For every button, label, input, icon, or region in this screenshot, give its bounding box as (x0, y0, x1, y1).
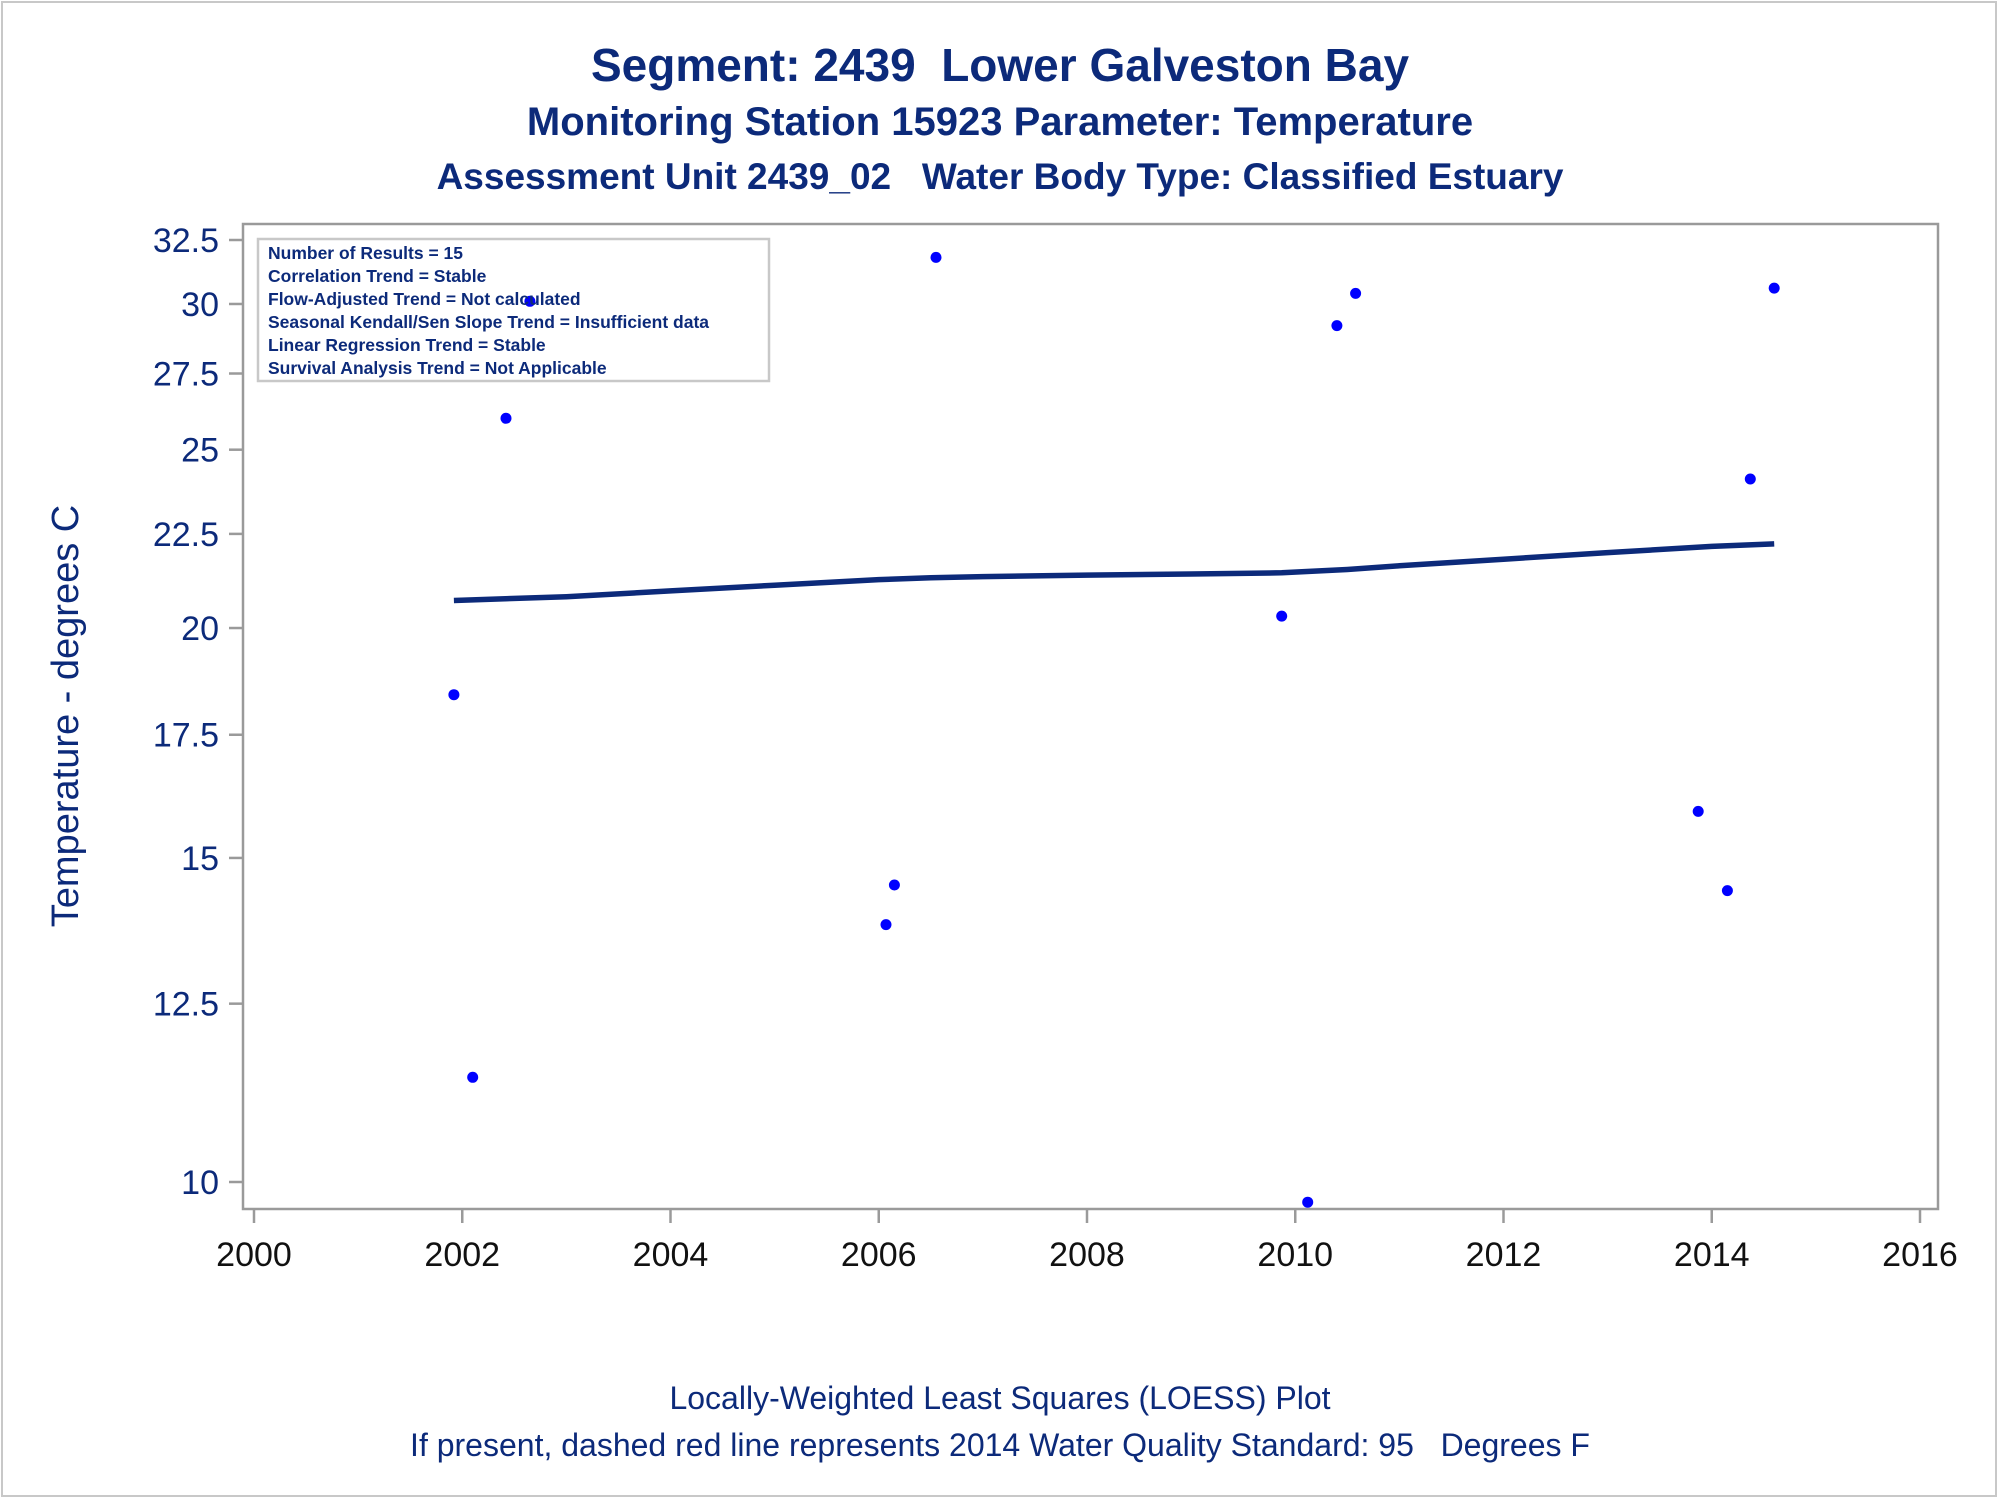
chart-title: Segment: 2439 Lower Galveston Bay (590, 39, 1410, 91)
x-tick-label: 2002 (424, 1236, 500, 1274)
x-tick-label: 2008 (1049, 1236, 1125, 1274)
data-point (467, 1071, 479, 1083)
legend-text: Seasonal Kendall/Sen Slope Trend = Insuf… (268, 312, 709, 332)
data-point (524, 295, 536, 307)
legend-text: Number of Results = 15 (268, 243, 463, 263)
data-point (1721, 885, 1733, 897)
data-point (1768, 282, 1780, 294)
data-point (930, 251, 942, 263)
legend-border (256, 237, 771, 383)
x-tick-label: 2014 (1674, 1236, 1750, 1274)
chart-subtitle-2: Assessment Unit 2439_02 Water Body Type:… (436, 156, 1564, 197)
legend-box: Number of Results = 15 Correlation Trend … (256, 237, 771, 383)
y-tick-label: 25 (181, 432, 219, 470)
footer-line-1: Locally-Weighted Least Squares (LOESS) P… (669, 1380, 1331, 1416)
plot-area (241, 222, 1940, 1211)
y-tick-label: 30 (181, 286, 219, 324)
y-axis: 10 12.5 15 17.5 20 22.5 25 27.5 30 32.5 (153, 222, 243, 1202)
y-tick-label: 17.5 (153, 717, 219, 755)
data-point (1350, 287, 1362, 299)
series-layer (448, 251, 1780, 1208)
legend-text: Survival Analysis Trend = Not Applicable (268, 358, 607, 378)
y-tick-label: 15 (181, 840, 219, 878)
y-tick-label: 10 (181, 1164, 219, 1202)
data-point (1331, 320, 1343, 332)
data-point (880, 919, 892, 931)
y-tick-label: 32.5 (153, 222, 219, 260)
chart-subtitle: Monitoring Station 15923 Parameter: Temp… (526, 100, 1474, 144)
y-tick-label: 20 (181, 610, 219, 648)
x-tick-label: 2016 (1882, 1236, 1958, 1274)
data-point (888, 879, 900, 891)
data-point (500, 412, 512, 424)
data-point (1692, 805, 1704, 817)
x-tick-label: 2000 (216, 1236, 292, 1274)
x-tick-label: 2010 (1257, 1236, 1333, 1274)
legend-text: Correlation Trend = Stable (268, 266, 487, 286)
y-tick-label: 27.5 (153, 356, 219, 394)
x-tick-label: 2012 (1466, 1236, 1542, 1274)
y-tick-label: 22.5 (153, 516, 219, 554)
data-point (1302, 1196, 1314, 1208)
y-tick-label: 12.5 (153, 986, 219, 1024)
x-axis: 2000 2002 2004 2006 2008 2010 2012 2014 2016 (216, 1209, 1958, 1274)
data-point (1276, 610, 1288, 622)
x-tick-label: 2006 (841, 1236, 917, 1274)
loess-line (453, 541, 1775, 604)
legend-text: Flow-Adjusted Trend = Not calculated (268, 289, 581, 309)
footer-line-2: If present, dashed red line represents 2… (410, 1427, 1590, 1463)
legend-text: Linear Regression Trend = Stable (268, 335, 546, 355)
y-axis-label: Temperature - degrees C (45, 505, 87, 927)
data-point (448, 689, 460, 701)
x-tick-label: 2004 (633, 1236, 709, 1274)
data-point (1744, 473, 1756, 485)
